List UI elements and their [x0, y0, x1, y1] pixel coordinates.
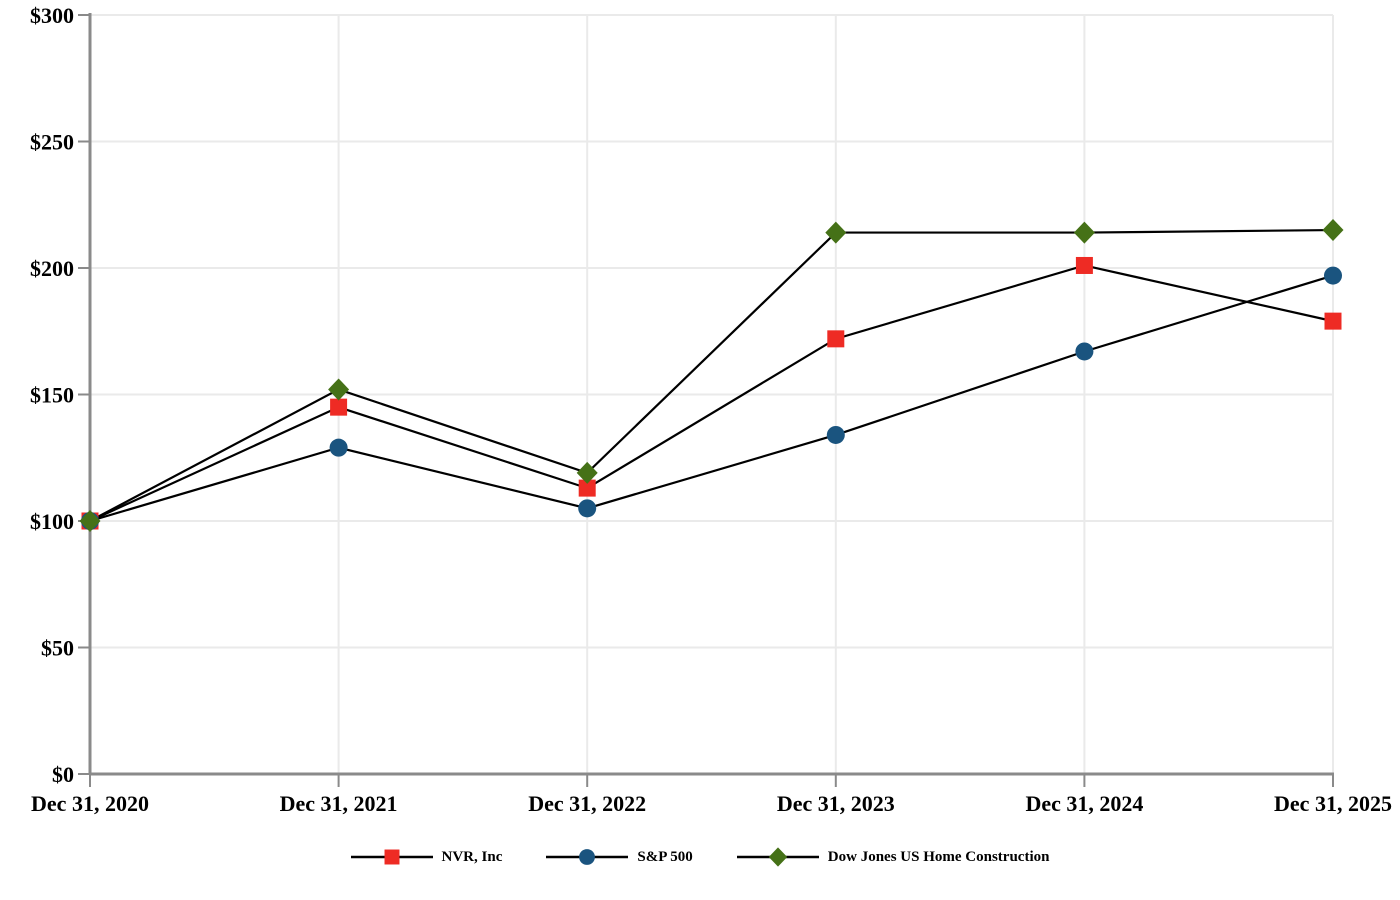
- diamond-marker-icon: [1322, 219, 1344, 242]
- y-tick-label: $250: [30, 130, 74, 155]
- legend-diamond-marker-icon: [736, 847, 819, 867]
- square-marker-icon: [330, 398, 348, 416]
- y-tick-label: $200: [30, 256, 74, 281]
- square-marker-icon: [578, 479, 596, 497]
- x-tick-label: Dec 31, 2021: [280, 791, 398, 816]
- legend: NVR, Inc S&P 500 Dow Jones US Home Const…: [0, 845, 1400, 869]
- diamond-marker-icon: [576, 461, 598, 484]
- series-lines: [89, 228, 1334, 523]
- square-marker-icon: [827, 330, 845, 348]
- legend-entry-nvr: NVR, Inc: [350, 845, 503, 869]
- line-circle: [89, 274, 1334, 523]
- x-tick-label: Dec 31, 2025: [1274, 791, 1392, 816]
- y-tick-label: $100: [30, 509, 74, 534]
- x-tick-label: Dec 31, 2024: [1025, 791, 1143, 816]
- legend-entry-sp500: S&P 500: [546, 845, 693, 869]
- diamond-marker-icon: [825, 221, 847, 244]
- x-tick-label: Dec 31, 2020: [31, 791, 149, 816]
- legend-circle-marker-icon: [546, 849, 629, 865]
- circle-marker-icon: [329, 438, 348, 457]
- axes: $0 $50 $100 $150 $200 $250 $300 Dec 31, 2020 Dec…: [30, 3, 1392, 816]
- plot-area: $0 $50 $100 $150 $200 $250 $300 Dec 31, 2020 Dec…: [30, 3, 1392, 816]
- diamond-marker-icon: [328, 378, 350, 401]
- line-square: [89, 264, 1334, 523]
- square-marker-icon: [384, 849, 399, 865]
- square-marker-icon: [1075, 256, 1093, 274]
- square-marker-icon: [1324, 312, 1342, 330]
- gridlines: [90, 14, 1334, 774]
- x-tick-label: Dec 31, 2022: [528, 791, 646, 816]
- legend-label-nvr: NVR, Inc: [441, 848, 503, 865]
- circle-marker-icon: [578, 499, 597, 518]
- legend-label-djushc: Dow Jones US Home Construction: [827, 848, 1050, 865]
- diamond-marker-icon: [1073, 221, 1095, 244]
- y-tick-label: $150: [30, 383, 74, 408]
- y-tick-label: $50: [41, 636, 74, 661]
- line-diamond: [89, 228, 1334, 522]
- circle-marker-icon: [579, 849, 596, 865]
- y-tick-label: $0: [52, 762, 74, 787]
- legend-entry-djushc: Dow Jones US Home Construction: [736, 845, 1050, 869]
- legend-square-marker-icon: [350, 849, 433, 865]
- legend-label-sp500: S&P 500: [637, 848, 693, 865]
- y-tick-label: $300: [30, 3, 74, 28]
- diamond-marker-icon: [768, 847, 788, 867]
- diamond-marker-icon: [79, 510, 101, 532]
- series-markers: [79, 219, 1344, 532]
- x-tick-label: Dec 31, 2023: [777, 791, 895, 816]
- circle-marker-icon: [1075, 342, 1094, 361]
- circle-marker-icon: [1324, 266, 1342, 285]
- circle-marker-icon: [826, 425, 845, 444]
